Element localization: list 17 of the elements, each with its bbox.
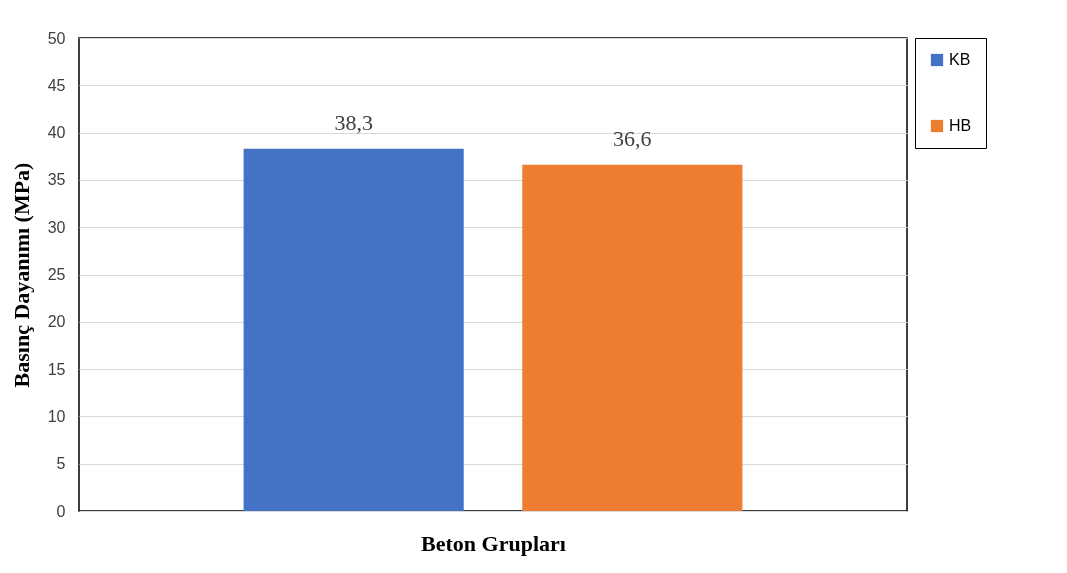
y-tick-label: 15 bbox=[47, 360, 66, 378]
y-tick-label: 45 bbox=[47, 76, 66, 94]
legend-label: KB bbox=[949, 51, 971, 68]
y-axis-title: Basınç Dayanımı (MPa) bbox=[8, 162, 34, 388]
y-tick-label: 10 bbox=[47, 407, 66, 425]
y-tick-label: 20 bbox=[47, 313, 66, 331]
y-tick-label: 25 bbox=[47, 266, 66, 283]
y-tick-label: 50 bbox=[47, 29, 66, 47]
y-tick-label: 5 bbox=[56, 455, 66, 473]
y-tick-label: 35 bbox=[47, 171, 66, 189]
y-tick-label: 0 bbox=[56, 502, 66, 520]
y-tick-label: 40 bbox=[47, 124, 66, 142]
data-label: 38,3 bbox=[334, 109, 373, 135]
data-label: 36,6 bbox=[613, 125, 652, 151]
x-axis-title: Beton Grupları bbox=[421, 530, 566, 556]
y-tick-label: 30 bbox=[47, 218, 66, 236]
legend-label: HB bbox=[949, 117, 972, 134]
